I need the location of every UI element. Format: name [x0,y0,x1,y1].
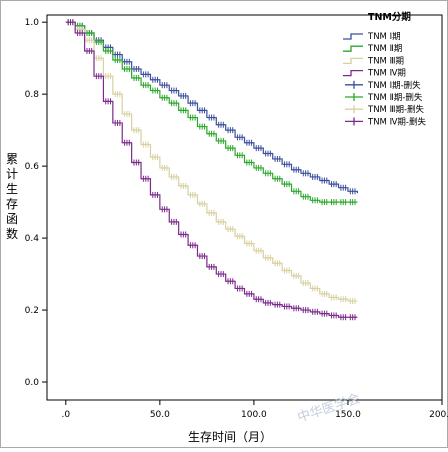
y-tick-label: 0.4 [25,234,40,244]
legend-label: TNM Ⅰ期-删失 [367,80,421,91]
series-line [65,21,358,194]
legend-label: TNM Ⅰ期 [367,32,401,42]
y-axis-title: 累计生存函数 [6,152,18,241]
y-tick-label: 0.2 [25,306,39,316]
legend-label: TNM Ⅳ期 [367,69,406,79]
legend-entry: TNM Ⅰ期 [343,32,401,42]
series-3 [65,19,358,305]
legend-entry: TNM Ⅲ期 [343,56,404,66]
x-tick-label: .0 [62,410,71,420]
legend-entry: TNM Ⅱ期-删失 [345,92,423,103]
legend-entry: TNM Ⅲ期-删失 [345,104,425,115]
x-tick-label: 150.0 [335,410,361,420]
series-2 [65,19,358,206]
series-4 [65,19,358,321]
series-line [65,21,358,302]
series-1 [65,19,358,195]
series-line [65,21,358,203]
legend-entry: TNM Ⅱ期 [343,44,402,54]
watermark-text: 中华医学会 [295,391,362,426]
y-tick-label: 1.0 [25,18,40,28]
legend-label: TNM Ⅳ期-删失 [367,116,426,127]
plot-border [46,14,443,401]
legend-swatch [343,69,363,77]
axes: 0.0 0.2 0.4 0.6 0.8 1.0 .0 50.0 100.0 150.0 200.0 [25,14,448,420]
legend-entry: TNM Ⅰ期-删失 [345,80,421,91]
x-axis-title: 生存时间（月） [188,430,272,444]
legend-entry: TNM Ⅳ期-删失 [345,116,426,127]
legend-swatch [343,33,363,40]
legend-label: TNM Ⅱ期-删失 [367,92,423,103]
x-tick-label: 50.0 [150,410,170,420]
y-tick-label: 0.8 [25,90,40,100]
legend-label: TNM Ⅲ期-删失 [367,104,425,115]
legend-title: TNM分期 [368,11,411,23]
legend-swatch [343,45,363,52]
y-tick-label: 0.6 [25,162,40,172]
x-tick-label: 200.0 [429,410,448,420]
legend-entry: TNM Ⅳ期 [343,69,406,79]
series-group [65,19,358,321]
x-tick-label: 100.0 [241,410,267,420]
legend-label: TNM Ⅲ期 [367,56,404,66]
legend-label: TNM Ⅱ期 [367,44,402,54]
legend-swatch [343,57,363,65]
y-tick-label: 0.0 [25,378,40,388]
series-line [65,21,358,318]
